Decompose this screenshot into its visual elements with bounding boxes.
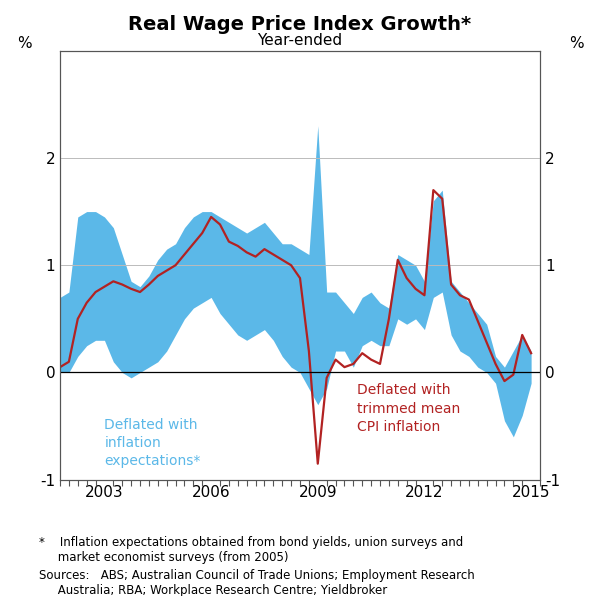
Text: %: % xyxy=(17,36,31,51)
Text: Sources:   ABS; Australian Council of Trade Unions; Employment Research
     Aus: Sources: ABS; Australian Council of Trad… xyxy=(39,569,475,596)
Text: Year-ended: Year-ended xyxy=(257,33,343,48)
Text: %: % xyxy=(569,36,583,51)
Text: Deflated with
trimmed mean
CPI inflation: Deflated with trimmed mean CPI inflation xyxy=(357,383,460,434)
Text: Real Wage Price Index Growth*: Real Wage Price Index Growth* xyxy=(128,15,472,34)
Text: Deflated with
inflation
expectations*: Deflated with inflation expectations* xyxy=(104,418,201,468)
Text: *    Inflation expectations obtained from bond yields, union surveys and
     ma: * Inflation expectations obtained from b… xyxy=(39,536,463,564)
